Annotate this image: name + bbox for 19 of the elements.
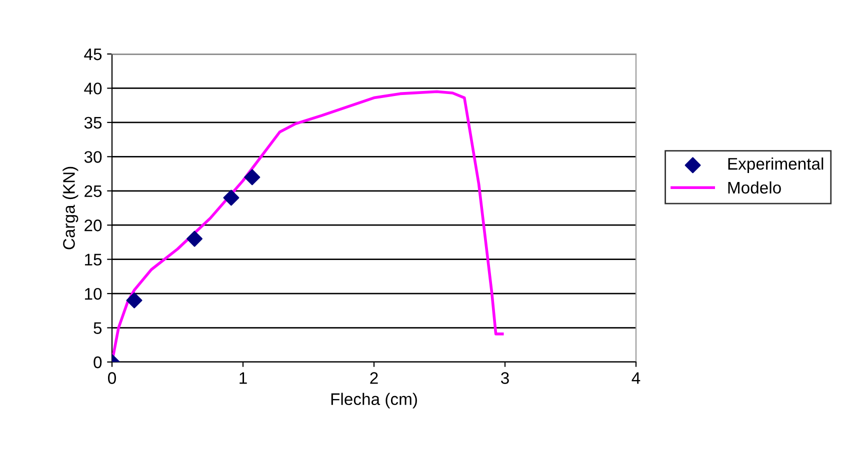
x-axis-title: Flecha (cm) <box>331 392 417 408</box>
y-tick-label: 20 <box>84 220 102 232</box>
y-tick-label: 5 <box>94 322 102 334</box>
y-tick-label: 25 <box>84 185 102 198</box>
x-tick-label: 4 <box>632 372 640 384</box>
y-tick-label: 0 <box>94 356 102 368</box>
x-tick-label: 3 <box>501 372 509 384</box>
legend-label: Experimental <box>728 157 824 174</box>
y-tick-label: 10 <box>85 288 102 300</box>
y-axis-title: Carga (KN) <box>62 166 78 250</box>
y-tick-label: 45 <box>84 48 102 60</box>
x-tick-label: 2 <box>370 372 378 384</box>
y-tick-label: 30 <box>84 151 102 163</box>
y-tick-label: 35 <box>84 116 102 129</box>
legend-label: Modelo <box>728 181 781 194</box>
y-tick-label: 15 <box>85 254 102 266</box>
x-tick-label: 0 <box>108 372 116 384</box>
x-tick-label: 1 <box>240 372 247 384</box>
y-tick-label: 40 <box>84 82 102 94</box>
